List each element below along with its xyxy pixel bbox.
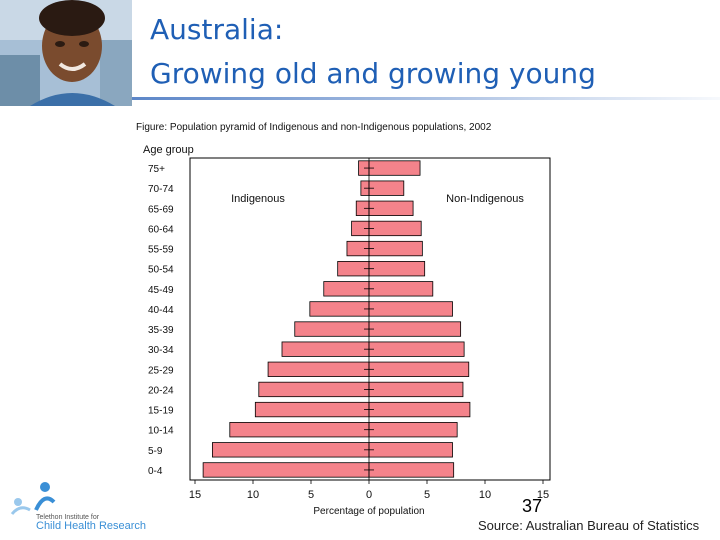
- non-indigenous-bar: [368, 240, 423, 257]
- age-group-label: 60-64: [148, 224, 174, 235]
- age-group-label: 5-9: [148, 446, 163, 457]
- non-indigenous-bar: [368, 361, 470, 377]
- age-group-label: 70-74: [148, 184, 174, 195]
- series-label-indigenous: Indigenous: [231, 193, 285, 205]
- non-indigenous-bar: [368, 462, 455, 478]
- indigenous-bar: [309, 301, 370, 317]
- non-indigenous-bar: [368, 220, 422, 237]
- x-tick-label: 15: [189, 489, 201, 501]
- title-line-2: Growing old and growing young: [150, 57, 596, 90]
- indigenous-bar: [229, 422, 370, 438]
- non-indigenous-bar: [368, 341, 465, 357]
- logo-line-2: Child Health Research: [36, 520, 147, 532]
- age-group-label: 55-59: [148, 245, 174, 256]
- age-group-label: 25-29: [148, 365, 174, 376]
- age-group-label: 45-49: [148, 285, 174, 296]
- non-indigenous-bar: [368, 200, 414, 216]
- y-axis-title: Age group: [143, 144, 194, 156]
- indigenous-bar: [294, 321, 370, 337]
- institute-logo: [10, 482, 56, 515]
- series-label-non-indigenous: Non-Indigenous: [446, 193, 524, 205]
- age-group-label: 75+: [148, 164, 165, 175]
- non-indigenous-bar: [368, 442, 453, 458]
- age-group-label: 0-4: [148, 466, 163, 477]
- logo-line-1: Telethon Institute for: [36, 514, 100, 521]
- age-group-label: 40-44: [148, 305, 174, 316]
- x-tick-label: 0: [366, 489, 372, 501]
- x-tick-label: 5: [424, 489, 430, 501]
- x-tick-label: 5: [308, 489, 314, 501]
- indigenous-bar: [254, 401, 370, 418]
- non-indigenous-bar: [368, 261, 426, 277]
- slide-title: Australia: Growing old and growing young: [150, 8, 596, 96]
- age-group-label: 50-54: [148, 265, 174, 276]
- boy-photo: [0, 0, 132, 106]
- x-tick-label: 15: [537, 489, 549, 501]
- indigenous-bar: [323, 281, 370, 297]
- indigenous-bar: [281, 341, 370, 357]
- indigenous-bar: [202, 462, 370, 478]
- indigenous-bar: [267, 361, 370, 377]
- non-indigenous-bar: [368, 180, 405, 196]
- non-indigenous-bar: [368, 301, 453, 317]
- non-indigenous-bar: [368, 401, 471, 418]
- x-tick-label: 10: [247, 489, 259, 501]
- page-number: 37: [522, 496, 543, 516]
- age-group-label: 10-14: [148, 426, 174, 437]
- title-line-1: Australia:: [150, 13, 284, 46]
- age-group-label: 30-34: [148, 345, 174, 356]
- non-indigenous-bar: [368, 422, 458, 438]
- x-axis-title: Percentage of population: [313, 506, 424, 517]
- non-indigenous-bar: [368, 381, 464, 398]
- non-indigenous-bar: [368, 321, 462, 337]
- indigenous-bar: [211, 442, 370, 458]
- x-tick-label: 10: [479, 489, 491, 501]
- plot-frame: [189, 157, 551, 481]
- title-rule: [132, 97, 720, 100]
- source-note: Source: Australian Bureau of Statistics: [478, 518, 700, 533]
- age-group-label: 35-39: [148, 325, 174, 336]
- age-group-label: 20-24: [148, 385, 174, 396]
- age-group-label: 15-19: [148, 406, 174, 417]
- non-indigenous-bar: [368, 160, 421, 176]
- indigenous-bar: [258, 381, 370, 398]
- non-indigenous-bar: [368, 281, 434, 297]
- figure-caption: Figure: Population pyramid of Indigenous…: [136, 122, 492, 133]
- age-group-label: 65-69: [148, 204, 174, 215]
